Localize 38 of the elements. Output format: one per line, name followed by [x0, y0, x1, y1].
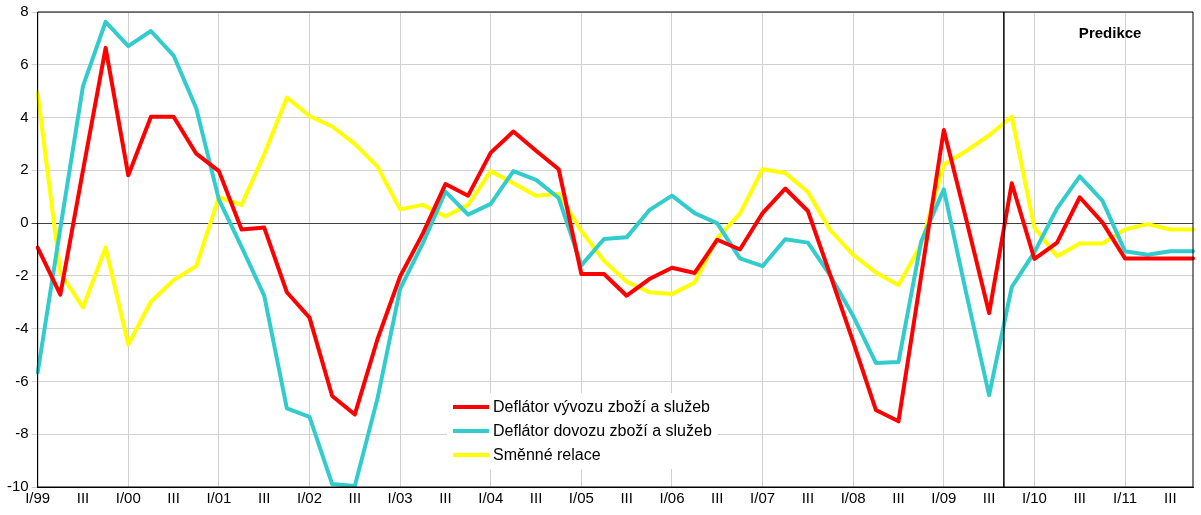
x-tick-label: III	[620, 489, 633, 507]
x-tick-label: III	[76, 489, 90, 507]
x-tick-label: III	[529, 489, 543, 507]
annotation: Predikce	[1078, 23, 1142, 41]
x-tick-label: III	[801, 489, 815, 507]
y-tick-label: -4	[15, 318, 29, 336]
y-tick-label: 4	[20, 107, 29, 125]
y-tick-label: -6	[15, 371, 29, 389]
legend-label: Deflátor vývozu zboží a služeb	[493, 397, 710, 417]
x-tick-label: I/08	[840, 489, 866, 507]
x-tick-label: III	[1073, 489, 1086, 507]
y-tick-label: -8	[15, 424, 29, 442]
x-tick-label: I/02	[297, 489, 323, 507]
y-tick-label: 6	[20, 54, 29, 72]
legend-label: Směnné relace	[493, 445, 601, 465]
x-tick-label: I/11	[1113, 489, 1137, 507]
y-tick-label: 0	[20, 213, 29, 231]
y-tick-label: 8	[20, 2, 29, 20]
x-tick-label: I/03	[387, 489, 413, 507]
x-tick-label: I/05	[568, 489, 594, 507]
x-tick-label: III	[1164, 489, 1177, 507]
y-tick-label: -2	[15, 266, 29, 284]
x-tick-label: III	[348, 489, 362, 507]
x-tick-label: III	[711, 489, 724, 507]
x-tick-label: I/07	[750, 489, 776, 507]
x-tick-label: I/09	[931, 489, 957, 507]
x-tick-label: III	[167, 489, 180, 507]
x-tick-label: III	[892, 489, 905, 507]
x-tick-label: I/06	[659, 489, 685, 507]
x-tick-label: I/01	[206, 489, 232, 507]
x-tick-label: I/00	[115, 489, 141, 507]
x-tick-label: I/10	[1021, 489, 1047, 507]
legend-label: Deflátor dovozu zboží a služeb	[493, 421, 712, 441]
x-tick-label: I/04	[478, 489, 504, 507]
x-tick-label: III	[439, 489, 452, 507]
x-tick-label: III	[257, 489, 271, 507]
y-tick-label: 2	[20, 160, 29, 178]
x-tick-label: III	[982, 489, 996, 507]
